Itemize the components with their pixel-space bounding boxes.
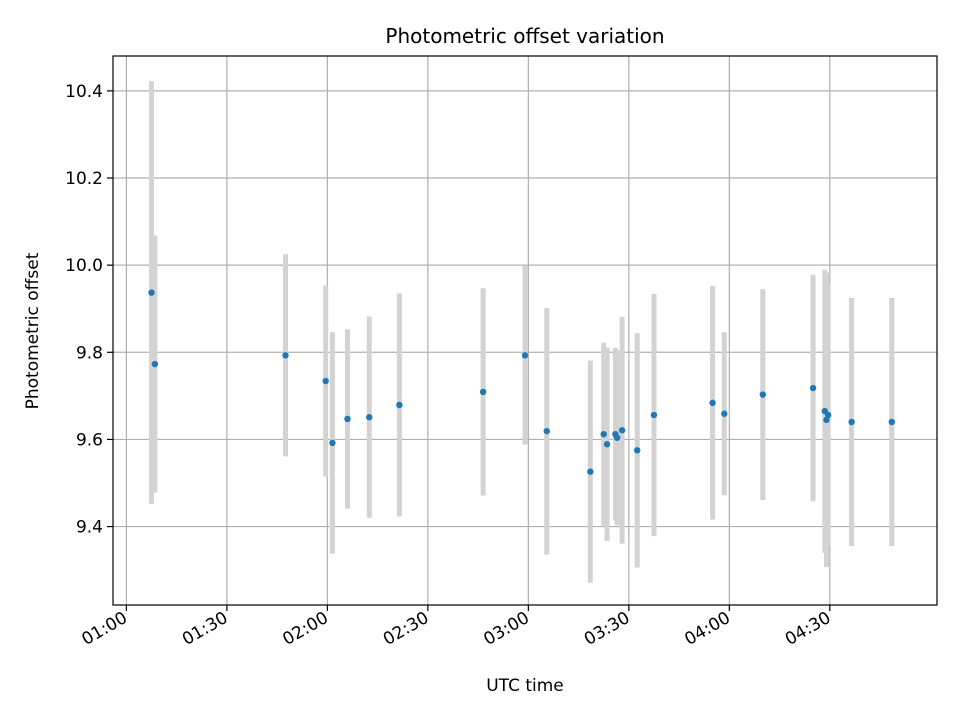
data-point (650, 411, 658, 419)
y-tick-label: 10.0 (65, 256, 103, 276)
data-point (634, 447, 641, 454)
y-tick-label: 9.8 (76, 343, 103, 363)
data-point (148, 289, 155, 296)
data-point (809, 384, 817, 392)
data-point (600, 431, 607, 438)
plot-frame (112, 55, 938, 606)
data-point (709, 399, 716, 407)
data-point (282, 352, 289, 359)
y-tick-label: 10.2 (65, 169, 103, 189)
data-point (151, 360, 159, 368)
data-point (543, 427, 550, 435)
data-point (848, 418, 855, 426)
y-tick-label: 9.6 (76, 430, 103, 450)
data-point (322, 377, 329, 385)
data-point (344, 415, 351, 423)
data-point (329, 439, 336, 447)
data-point (618, 427, 626, 434)
data-point (603, 441, 611, 448)
data-point (396, 401, 403, 409)
data-point (888, 418, 895, 426)
data-point (587, 468, 594, 475)
data-point (366, 414, 373, 421)
y-tick-label: 9.4 (76, 518, 103, 538)
chart-title: Photometric offset variation (385, 24, 664, 48)
y-axis-label: Photometric offset (23, 252, 43, 409)
y-tick-label: 10.4 (65, 82, 103, 102)
data-point (613, 434, 621, 441)
x-axis-label: UTC time (486, 676, 564, 696)
data-point (479, 388, 487, 396)
data-point (759, 391, 767, 398)
data-point (721, 410, 728, 417)
data-point (521, 352, 529, 359)
data-points (148, 289, 895, 475)
data-point (824, 411, 832, 419)
